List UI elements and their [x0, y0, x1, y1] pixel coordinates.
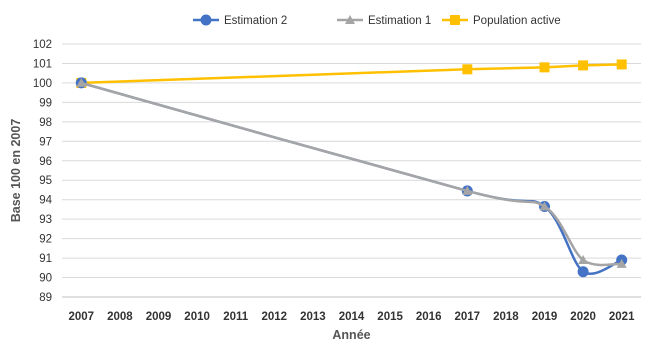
legend-marker	[200, 14, 212, 26]
legend-label: Estimation 1	[368, 15, 431, 27]
estimation-1-point	[462, 185, 473, 195]
legend-marker	[450, 15, 460, 25]
gridlines	[62, 43, 641, 279]
x-tick-label: 2014	[339, 311, 365, 323]
x-tick-label: 2007	[69, 311, 95, 323]
legend-label: Population active	[473, 15, 561, 27]
x-tick-label: 2010	[184, 311, 210, 323]
y-tick-label: 100	[33, 78, 52, 90]
x-tick-label: 2015	[377, 311, 403, 323]
y-tick-label: 93	[39, 214, 52, 226]
legend-marker	[345, 15, 355, 24]
series-layer	[75, 59, 628, 278]
x-tick-label: 2020	[570, 311, 596, 323]
population-active-point	[578, 60, 589, 71]
y-tick-label: 90	[39, 273, 52, 285]
legend-label: Estimation 2	[224, 15, 287, 27]
x-tick-label: 2011	[223, 311, 249, 323]
estimation-2-point	[577, 266, 589, 278]
y-tick-label: 96	[39, 156, 52, 168]
x-tick-label: 2019	[532, 311, 558, 323]
population-active-point	[462, 64, 473, 75]
y-tick-label: 99	[39, 97, 52, 109]
y-tick-label: 101	[33, 58, 52, 70]
series-estimation-2	[75, 77, 628, 278]
x-tick-label: 2008	[107, 311, 133, 323]
estimation-1-point	[539, 201, 550, 211]
y-tick-label: 91	[39, 253, 52, 265]
estimation-1-point	[578, 255, 589, 265]
legend-item-estimation-2: Estimation 2	[193, 14, 287, 27]
estimation-1-point	[616, 258, 627, 268]
estimation-1-point	[76, 77, 87, 87]
population-active-point	[616, 59, 627, 70]
y-tick-label: 98	[39, 117, 52, 129]
legend: Estimation 2 Estimation 1 Population activ…	[193, 14, 561, 27]
x-axis-ticks: 2007 2008 2009 2010 2011 2012 2013 2014 2015 2016…	[69, 311, 636, 323]
estimation-1-line	[80, 81, 622, 267]
x-axis-title: Année	[332, 328, 370, 342]
y-tick-label: 94	[39, 195, 52, 207]
y-tick-label: 102	[33, 39, 52, 51]
y-tick-label: 92	[39, 234, 52, 246]
x-tick-label: 2021	[609, 311, 635, 323]
x-tick-label: 2018	[493, 311, 519, 323]
legend-item-estimation-1: Estimation 1	[337, 15, 431, 27]
y-tick-label: 89	[39, 292, 52, 304]
y-tick-label: 95	[39, 175, 52, 187]
series-estimation-1	[76, 77, 627, 268]
y-axis-ticks: 89 90 91 92 93 94 95 96 97 98 99 100 101 102	[33, 39, 53, 304]
x-tick-label: 2013	[300, 311, 326, 323]
y-axis-title: Base 100 en 2007	[9, 119, 23, 223]
y-tick-label: 97	[39, 136, 52, 148]
x-tick-label: 2012	[262, 311, 288, 323]
estimation-2-line	[80, 81, 623, 275]
x-tick-label: 2016	[416, 311, 442, 323]
population-active-point	[539, 62, 550, 73]
x-tick-label: 2009	[146, 311, 172, 323]
x-tick-label: 2017	[455, 311, 481, 323]
legend-item-population-active: Population active	[442, 15, 561, 27]
